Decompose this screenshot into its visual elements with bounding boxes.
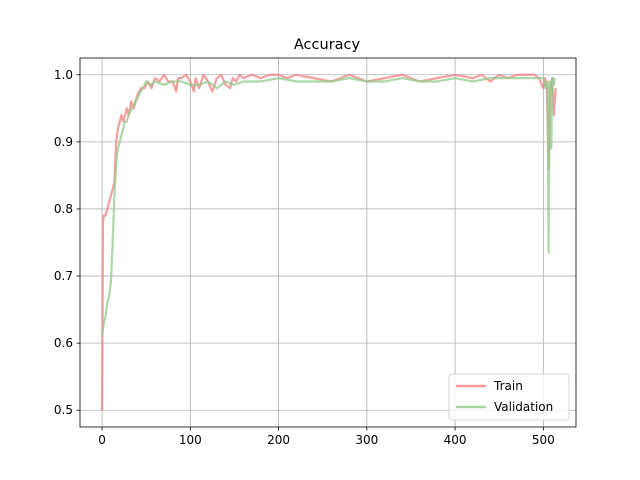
series-layer <box>100 73 557 411</box>
series-line-validation <box>100 77 556 337</box>
legend-label-validation: Validation <box>494 400 553 414</box>
plot-frame <box>79 57 577 428</box>
grid-layer <box>80 58 576 427</box>
y-tick-label: 0.6 <box>54 336 73 350</box>
y-tick-label: 1.0 <box>54 68 73 82</box>
legend-label-train: Train <box>493 379 523 393</box>
y-tick-label: 0.7 <box>54 269 73 283</box>
x-tick-label: 100 <box>179 433 202 447</box>
x-tick-label: 500 <box>532 433 555 447</box>
chart-title: Accuracy <box>294 37 361 53</box>
y-tick-label: 0.8 <box>54 202 73 216</box>
legend: Train Validation <box>448 373 570 421</box>
x-tick-label: 300 <box>355 433 378 447</box>
tick-layer: 0 100 200 300 400 500 0.5 0.6 0.7 0.8 0.9 1.0 <box>54 68 555 447</box>
x-tick-label: 0 <box>98 433 106 447</box>
y-tick-label: 0.9 <box>54 135 73 149</box>
x-tick-label: 400 <box>444 433 467 447</box>
y-tick-label: 0.5 <box>54 403 73 417</box>
x-tick-label: 200 <box>267 433 290 447</box>
